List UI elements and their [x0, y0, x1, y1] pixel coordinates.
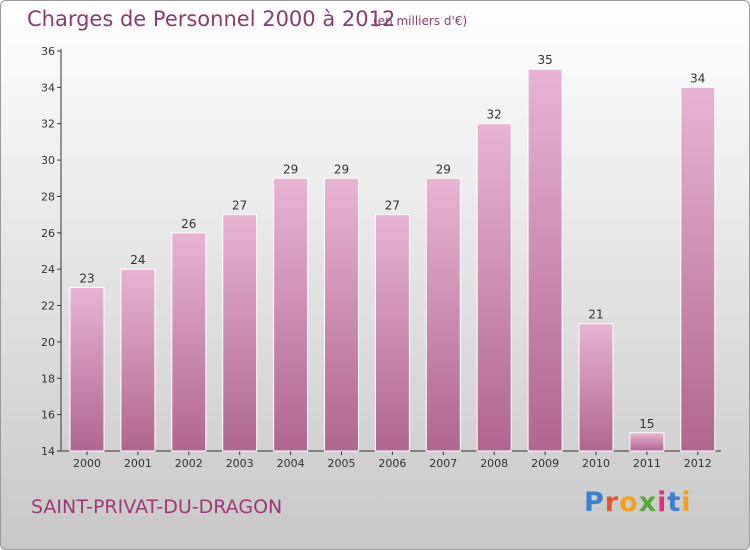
data-label-2001: 24: [130, 253, 145, 267]
proxiti-logo: Proxiti: [584, 487, 692, 518]
x-tick-label-2001: 2001: [124, 457, 152, 470]
data-label-2012: 34: [690, 71, 705, 85]
x-tick-label-2005: 2005: [328, 457, 356, 470]
x-tick-label-2000: 2000: [73, 457, 101, 470]
logo-letter: o: [619, 487, 639, 518]
bar-2005: [324, 177, 359, 452]
y-tick-label: 36: [41, 45, 55, 58]
bar-2003: [222, 214, 258, 452]
x-tick-label-2009: 2009: [531, 457, 559, 470]
x-tick-label-2012: 2012: [684, 457, 712, 470]
y-tick-label: 18: [41, 372, 55, 385]
bar-2000: [69, 286, 105, 452]
commune-name: SAINT-PRIVAT-DU-DRAGON: [31, 496, 283, 518]
x-tick-label-2002: 2002: [175, 457, 203, 470]
bar-2009: [527, 68, 563, 452]
x-tick-label-2011: 2011: [633, 457, 661, 470]
y-tick-label: 22: [41, 300, 55, 313]
data-label-2011: 15: [639, 417, 654, 431]
bar-2004: [273, 177, 309, 452]
bar-2010: [578, 323, 614, 452]
y-tick-label: 30: [41, 154, 55, 167]
chart-title: Charges de Personnel 2000 à 2012: [27, 7, 396, 31]
logo-letter: x: [638, 487, 658, 518]
y-tick-label: 14: [41, 445, 55, 458]
x-tick-label-2003: 2003: [226, 457, 254, 470]
chart-subtitle: (en milliers d'€): [373, 14, 468, 28]
y-tick-label: 24: [41, 263, 55, 276]
data-label-2002: 26: [181, 217, 196, 231]
logo-letter: r: [604, 487, 620, 518]
logo-letter: i: [657, 487, 668, 518]
bar-2007: [425, 177, 461, 452]
bar-2012: [680, 86, 716, 452]
x-tick-label-2008: 2008: [480, 457, 508, 470]
data-label-2000: 23: [79, 271, 94, 285]
data-label-2008: 32: [487, 108, 502, 122]
data-label-2010: 21: [588, 308, 603, 322]
bar-2011: [629, 432, 665, 452]
x-tick-label-2007: 2007: [429, 457, 457, 470]
bar-2008: [476, 123, 512, 452]
x-tick-label-2006: 2006: [378, 457, 406, 470]
data-label-2006: 27: [385, 199, 400, 213]
x-tick-label-2010: 2010: [582, 457, 610, 470]
bar-2002: [171, 232, 207, 452]
y-tick-label: 16: [41, 409, 55, 422]
data-label-2003: 27: [232, 199, 247, 213]
bar-2001: [120, 268, 156, 452]
y-tick-label: 20: [41, 336, 55, 349]
data-label-2004: 29: [283, 162, 298, 176]
logo-letter: P: [584, 487, 605, 518]
x-tick-label-2004: 2004: [277, 457, 305, 470]
y-tick-label: 34: [41, 81, 55, 94]
data-label-2007: 29: [436, 162, 451, 176]
y-tick-label: 32: [41, 118, 55, 131]
logo-letter: i: [681, 487, 692, 518]
logo-letter: t: [667, 487, 682, 518]
y-tick-label: 28: [41, 190, 55, 203]
y-tick-label: 26: [41, 227, 55, 240]
data-label-2009: 35: [537, 53, 552, 67]
bar-2006: [374, 214, 410, 452]
data-label-2005: 29: [334, 162, 349, 176]
